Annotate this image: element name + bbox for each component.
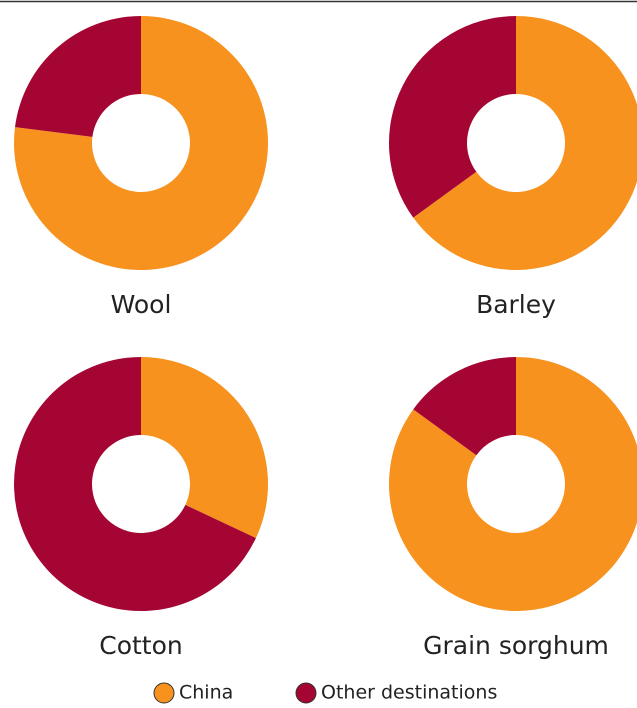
donut-slice [13,357,256,611]
chart-title: Barley [476,290,556,319]
chart-title: Wool [111,290,172,319]
donut-slice [413,16,637,270]
legend-label: Other destinations [321,682,497,704]
chart-title: Cotton [99,631,183,660]
legend-swatch [153,682,175,704]
donut-slice [389,357,637,611]
chart-title: Grain sorghum [423,631,609,660]
donut-slice [389,16,516,218]
legend-label: China [179,682,233,704]
legend-swatch [295,682,317,704]
donut-slice [13,16,269,271]
donut-slice [141,357,268,539]
donut-slice [15,16,141,137]
donut-slice [413,357,516,456]
